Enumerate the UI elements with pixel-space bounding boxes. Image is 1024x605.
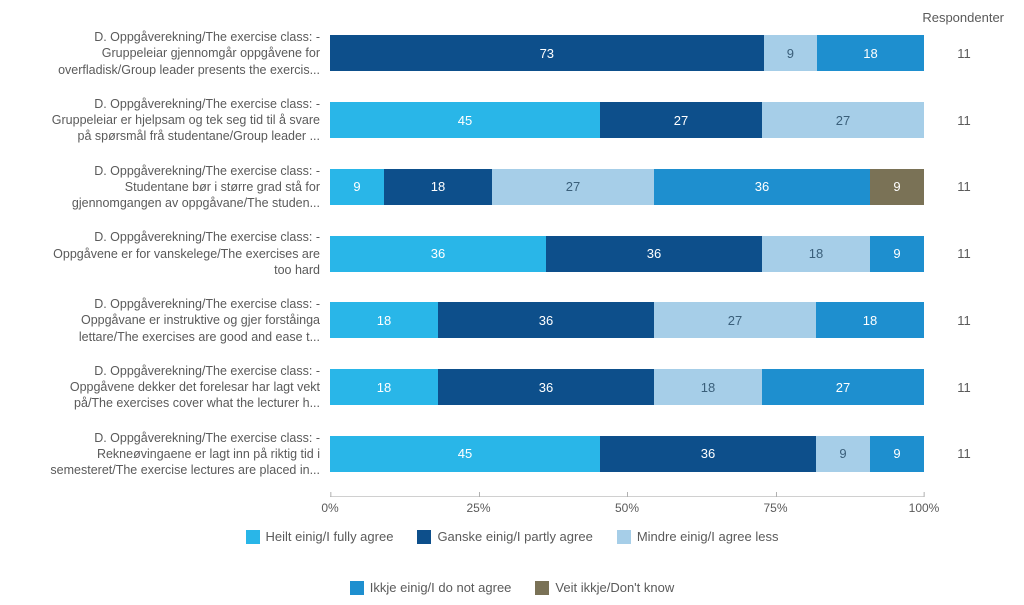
row-label: D. Oppgåverekning/The exercise class: - … (20, 96, 330, 145)
header-row: Respondenter (20, 10, 1004, 25)
legend-label: Ganske einig/I partly agree (437, 529, 592, 544)
chart-row: D. Oppgåverekning/The exercise class: - … (20, 229, 1004, 278)
bar-segment-not_agree: 18 (816, 302, 924, 338)
bar-segment-partly_agree: 73 (330, 35, 764, 71)
bar-segment-agree_less: 27 (492, 169, 654, 205)
legend-item-agree_less: Mindre einig/I agree less (617, 529, 779, 544)
chart-rows: D. Oppgåverekning/The exercise class: - … (20, 29, 1004, 496)
legend-label: Veit ikkje/Don't know (555, 580, 674, 595)
bar-segment-dont_know: 9 (870, 169, 924, 205)
chart-row: D. Oppgåverekning/The exercise class: - … (20, 363, 1004, 412)
stacked-bar: 91827369 (330, 169, 924, 205)
axis-tick: 0% (321, 497, 338, 515)
bar-segment-partly_agree: 36 (546, 236, 762, 272)
row-label: D. Oppgåverekning/The exercise class: - … (20, 430, 330, 479)
bar-segment-partly_agree: 36 (438, 302, 654, 338)
stacked-bar: 452727 (330, 102, 924, 138)
axis-tick: 75% (763, 497, 787, 515)
legend-item-partly_agree: Ganske einig/I partly agree (417, 529, 592, 544)
bar-segment-agree_less: 18 (654, 369, 762, 405)
row-label: D. Oppgåverekning/The exercise class: - … (20, 29, 330, 78)
bar-area: 18361827 (330, 369, 924, 405)
bar-segment-fully_agree: 18 (330, 369, 438, 405)
chart-row: D. Oppgåverekning/The exercise class: - … (20, 96, 1004, 145)
axis-tick: 100% (909, 497, 940, 515)
respondents-value: 11 (924, 246, 1004, 261)
legend-swatch (417, 530, 431, 544)
bar-segment-fully_agree: 36 (330, 236, 546, 272)
bar-area: 452727 (330, 102, 924, 138)
chart-row: D. Oppgåverekning/The exercise class: - … (20, 29, 1004, 78)
stacked-bar: 3636189 (330, 236, 924, 272)
respondents-value: 11 (924, 46, 1004, 61)
respondents-value: 11 (924, 179, 1004, 194)
bar-segment-fully_agree: 18 (330, 302, 438, 338)
legend-swatch (350, 581, 364, 595)
legend-item-dont_know: Veit ikkje/Don't know (535, 580, 674, 595)
x-axis: 0%25%50%75%100% (330, 496, 924, 517)
bar-segment-partly_agree: 36 (438, 369, 654, 405)
bar-segment-fully_agree: 45 (330, 102, 600, 138)
respondents-value: 11 (924, 313, 1004, 328)
row-label: D. Oppgåverekning/The exercise class: - … (20, 363, 330, 412)
chart-row: D. Oppgåverekning/The exercise class: - … (20, 296, 1004, 345)
legend-item-not_agree: Ikkje einig/I do not agree (350, 580, 512, 595)
bar-segment-fully_agree: 9 (330, 169, 384, 205)
bar-segment-not_agree: 27 (762, 369, 924, 405)
bar-area: 453699 (330, 436, 924, 472)
bar-segment-agree_less: 18 (762, 236, 870, 272)
axis-tick: 50% (615, 497, 639, 515)
bar-segment-not_agree: 9 (870, 236, 924, 272)
legend-label: Heilt einig/I fully agree (266, 529, 394, 544)
bar-segment-partly_agree: 27 (600, 102, 762, 138)
bar-segment-not_agree: 18 (817, 35, 924, 71)
legend-label: Mindre einig/I agree less (637, 529, 779, 544)
stacked-bar: 73918 (330, 35, 924, 71)
legend-swatch (246, 530, 260, 544)
respondents-value: 11 (924, 380, 1004, 395)
chart-row: D. Oppgåverekning/The exercise class: - … (20, 163, 1004, 212)
legend-swatch (535, 581, 549, 595)
stacked-bar: 18362718 (330, 302, 924, 338)
legend-label: Ikkje einig/I do not agree (370, 580, 512, 595)
bar-segment-fully_agree: 45 (330, 436, 600, 472)
legend-item-fully_agree: Heilt einig/I fully agree (246, 529, 394, 544)
respondents-value: 11 (924, 446, 1004, 461)
legend-swatch (617, 530, 631, 544)
bar-segment-agree_less: 9 (764, 35, 817, 71)
bar-area: 73918 (330, 35, 924, 71)
axis-tick: 25% (466, 497, 490, 515)
bar-segment-agree_less: 27 (762, 102, 924, 138)
legend: Heilt einig/I fully agree Ganske einig/I … (20, 529, 1004, 595)
bar-segment-not_agree: 36 (654, 169, 870, 205)
bar-segment-agree_less: 27 (654, 302, 816, 338)
bar-segment-not_agree: 9 (870, 436, 924, 472)
row-label: D. Oppgåverekning/The exercise class: - … (20, 229, 330, 278)
stacked-bar-chart: Respondenter D. Oppgåverekning/The exerc… (20, 10, 1004, 595)
row-label: D. Oppgåverekning/The exercise class: - … (20, 296, 330, 345)
bar-segment-agree_less: 9 (816, 436, 870, 472)
respondents-value: 11 (924, 113, 1004, 128)
stacked-bar: 18361827 (330, 369, 924, 405)
bar-segment-partly_agree: 18 (384, 169, 492, 205)
bar-area: 91827369 (330, 169, 924, 205)
bar-area: 18362718 (330, 302, 924, 338)
x-axis-row: 0% 25% 50% 75% 100% (20, 496, 1004, 517)
stacked-bar: 453699 (330, 436, 924, 472)
respondents-header: Respondenter (922, 10, 1004, 25)
chart-row: D. Oppgåverekning/The exercise class: - … (20, 430, 1004, 479)
bar-area: 3636189 (330, 236, 924, 272)
bar-segment-partly_agree: 36 (600, 436, 816, 472)
row-label: D. Oppgåverekning/The exercise class: - … (20, 163, 330, 212)
